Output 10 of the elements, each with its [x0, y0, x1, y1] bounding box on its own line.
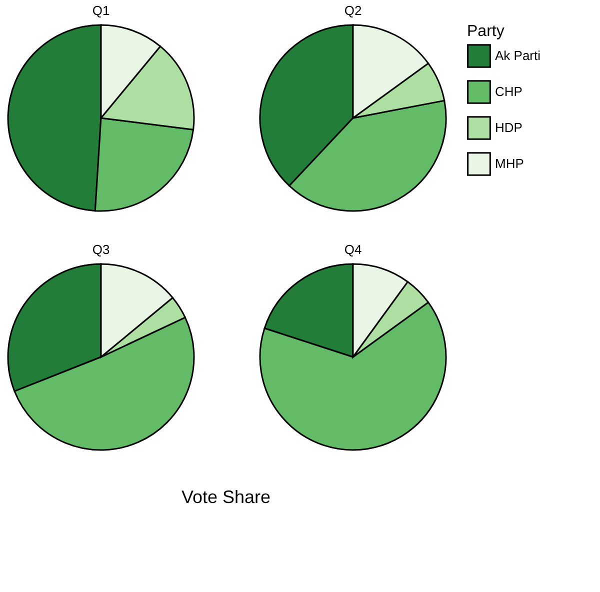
legend-label: HDP — [495, 120, 522, 135]
legend-label: Ak Parti — [495, 48, 541, 63]
chart-title: Q4 — [344, 242, 362, 257]
chart-title: Q2 — [344, 3, 362, 18]
legend-title: Party — [467, 23, 504, 40]
legend-label: MHP — [495, 156, 524, 171]
chart-title: Q1 — [92, 3, 110, 18]
legend-label: CHP — [495, 84, 522, 99]
chart-title: Q3 — [92, 242, 110, 257]
text: Vote Share — [181, 487, 271, 507]
